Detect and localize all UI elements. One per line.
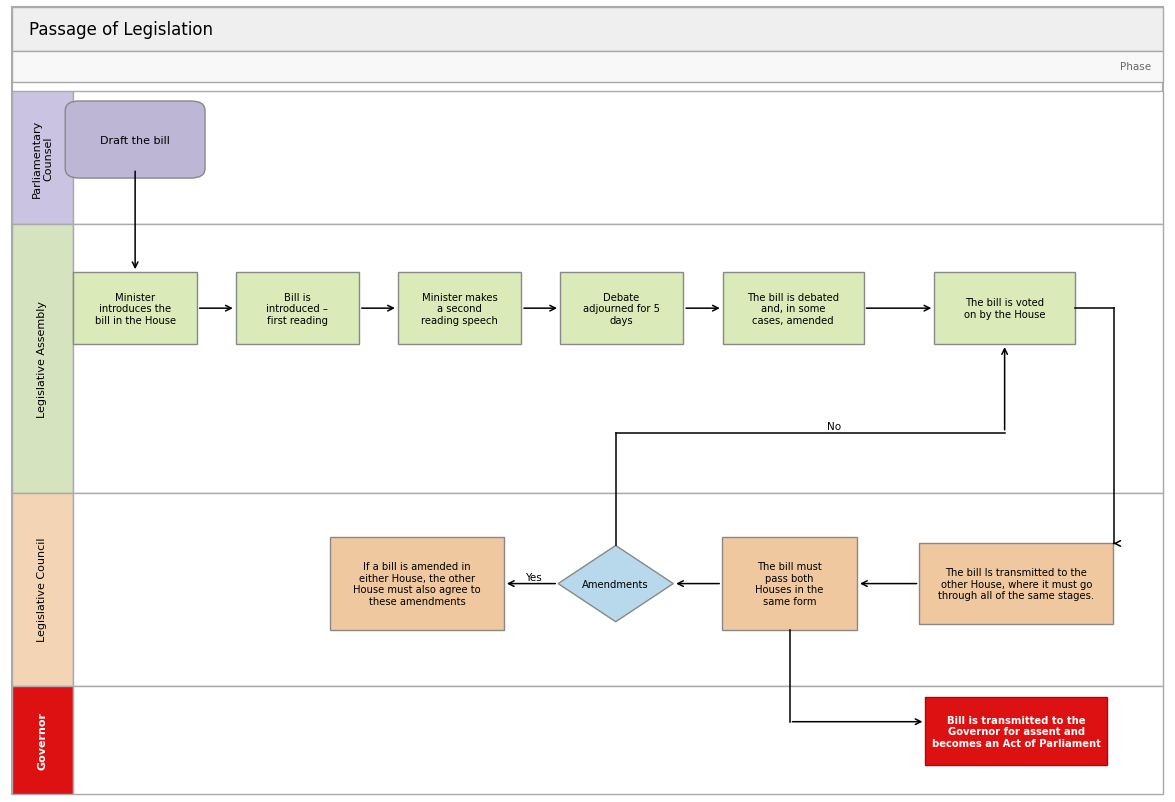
Text: If a bill is amended in
either House, the other
House must also agree to
these a: If a bill is amended in either House, th…: [354, 561, 481, 606]
Text: Bill is transmitted to the
Governor for assent and
becomes an Act of Parliament: Bill is transmitted to the Governor for …: [932, 715, 1101, 748]
FancyBboxPatch shape: [12, 686, 73, 794]
FancyBboxPatch shape: [12, 8, 1163, 794]
Text: Debate
adjourned for 5
days: Debate adjourned for 5 days: [583, 292, 660, 326]
FancyBboxPatch shape: [12, 225, 73, 493]
FancyBboxPatch shape: [73, 273, 196, 345]
Text: The bill is debated
and, in some
cases, amended: The bill is debated and, in some cases, …: [747, 292, 839, 326]
Text: Passage of Legislation: Passage of Legislation: [29, 21, 214, 39]
FancyBboxPatch shape: [723, 273, 864, 345]
Text: The bill Is transmitted to the
other House, where it must go
through all of the : The bill Is transmitted to the other Hou…: [939, 567, 1094, 601]
Text: Draft the bill: Draft the bill: [100, 136, 170, 145]
FancyBboxPatch shape: [926, 697, 1107, 765]
FancyBboxPatch shape: [560, 273, 684, 345]
FancyBboxPatch shape: [12, 52, 1163, 83]
FancyBboxPatch shape: [934, 273, 1075, 345]
FancyBboxPatch shape: [73, 92, 1163, 225]
Text: Parliamentary
Counsel: Parliamentary Counsel: [32, 119, 53, 197]
FancyBboxPatch shape: [12, 92, 73, 225]
FancyBboxPatch shape: [330, 537, 504, 630]
Text: Legislative Assembly: Legislative Assembly: [38, 301, 47, 417]
Text: Minister
introduces the
bill in the House: Minister introduces the bill in the Hous…: [94, 292, 176, 326]
FancyBboxPatch shape: [235, 273, 360, 345]
FancyBboxPatch shape: [73, 686, 1163, 794]
Text: Minister makes
a second
reading speech: Minister makes a second reading speech: [421, 292, 498, 326]
FancyBboxPatch shape: [919, 544, 1114, 624]
Text: Yes: Yes: [525, 573, 542, 582]
Text: Legislative Council: Legislative Council: [38, 537, 47, 642]
FancyBboxPatch shape: [721, 537, 858, 630]
Polygon shape: [558, 545, 673, 622]
FancyBboxPatch shape: [73, 493, 1163, 686]
FancyBboxPatch shape: [73, 225, 1163, 493]
Text: The bill must
pass both
Houses in the
same form: The bill must pass both Houses in the sa…: [756, 561, 824, 606]
Text: The bill is voted
on by the House: The bill is voted on by the House: [963, 298, 1046, 319]
FancyBboxPatch shape: [66, 102, 204, 179]
Text: Amendments: Amendments: [583, 579, 649, 589]
FancyBboxPatch shape: [12, 8, 1163, 52]
Text: No: No: [827, 422, 841, 431]
Text: Bill is
introduced –
first reading: Bill is introduced – first reading: [267, 292, 328, 326]
Text: Governor: Governor: [38, 711, 47, 769]
Text: Phase: Phase: [1121, 63, 1152, 72]
FancyBboxPatch shape: [397, 273, 521, 345]
FancyBboxPatch shape: [12, 493, 73, 686]
